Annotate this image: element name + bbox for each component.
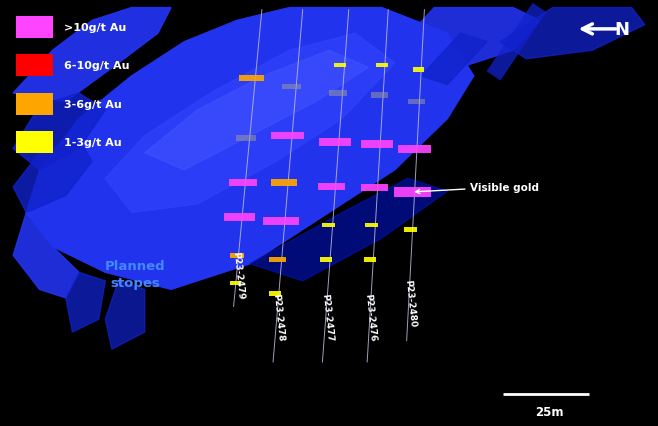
Text: >10g/t Au: >10g/t Au: [64, 23, 127, 33]
Bar: [16, 55, 53, 77]
Bar: [239, 75, 264, 82]
Bar: [229, 180, 257, 187]
Bar: [230, 281, 241, 285]
Bar: [376, 64, 388, 68]
Polygon shape: [66, 273, 105, 332]
Bar: [398, 146, 431, 154]
Bar: [16, 93, 53, 115]
Text: P23-2479: P23-2479: [231, 250, 245, 299]
Bar: [16, 132, 53, 154]
Bar: [269, 257, 286, 262]
Polygon shape: [26, 9, 474, 290]
Bar: [322, 224, 335, 228]
Bar: [361, 141, 393, 149]
Bar: [334, 64, 346, 68]
Polygon shape: [13, 141, 92, 213]
Bar: [329, 91, 347, 96]
Bar: [318, 184, 345, 191]
Text: Planned
stopes: Planned stopes: [105, 260, 165, 290]
Bar: [282, 84, 301, 90]
Bar: [263, 217, 299, 226]
Polygon shape: [13, 213, 79, 298]
Polygon shape: [145, 51, 368, 170]
Bar: [224, 213, 255, 221]
Bar: [361, 185, 388, 192]
Bar: [230, 253, 244, 258]
Bar: [320, 258, 332, 262]
Bar: [364, 258, 376, 262]
Polygon shape: [105, 281, 145, 349]
Text: N: N: [615, 21, 629, 39]
Polygon shape: [395, 9, 540, 68]
Bar: [271, 180, 297, 187]
Bar: [404, 228, 417, 232]
Bar: [395, 188, 431, 197]
Polygon shape: [13, 9, 171, 102]
Bar: [413, 68, 424, 72]
Polygon shape: [250, 179, 447, 281]
Bar: [408, 99, 425, 105]
Bar: [371, 93, 388, 98]
Bar: [236, 135, 256, 141]
Text: 6-10g/t Au: 6-10g/t Au: [64, 61, 130, 71]
Text: P23-2476: P23-2476: [363, 293, 378, 342]
Polygon shape: [500, 9, 645, 60]
Bar: [319, 139, 351, 147]
Polygon shape: [105, 34, 395, 213]
Text: P23-2477: P23-2477: [320, 293, 334, 342]
Polygon shape: [421, 34, 487, 85]
Bar: [271, 132, 304, 140]
Text: 1-3g/t Au: 1-3g/t Au: [64, 138, 122, 148]
Bar: [365, 224, 378, 228]
Text: 25m: 25m: [535, 405, 564, 417]
Text: 3-6g/t Au: 3-6g/t Au: [64, 99, 122, 109]
Text: P23-2480: P23-2480: [403, 278, 418, 327]
Polygon shape: [13, 94, 105, 170]
Bar: [269, 292, 281, 296]
Bar: [16, 17, 53, 39]
Text: Visible gold: Visible gold: [416, 182, 540, 194]
Text: P23-2478: P23-2478: [270, 293, 285, 342]
